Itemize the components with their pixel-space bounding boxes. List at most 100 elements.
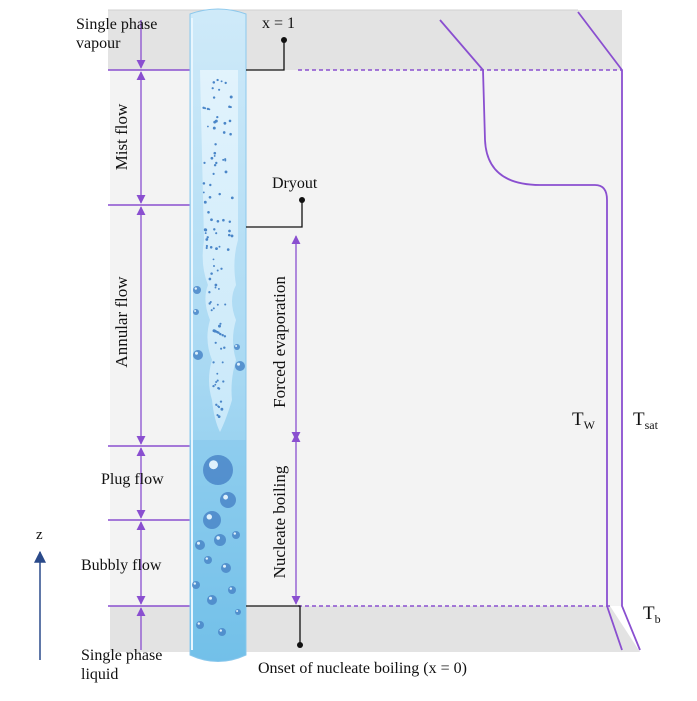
bubble-highlight xyxy=(206,514,212,520)
bubble-highlight xyxy=(223,494,229,500)
mist-droplet xyxy=(219,400,223,403)
mist-droplet xyxy=(222,380,225,383)
mist-droplet xyxy=(205,246,208,250)
x-equals-1-label: x = 1 xyxy=(262,15,296,32)
bubbles xyxy=(192,286,245,636)
bubble xyxy=(204,556,212,564)
mist-droplet xyxy=(216,303,219,306)
mist-droplet xyxy=(212,384,215,388)
mist-droplet xyxy=(208,108,211,111)
mist-droplet xyxy=(213,228,216,231)
mist-droplet xyxy=(223,121,227,125)
bubble-highlight xyxy=(235,344,238,347)
bubble-highlight xyxy=(237,362,240,366)
mist-droplet xyxy=(217,331,220,334)
z-axis-label: z xyxy=(36,527,43,543)
bubble-highlight xyxy=(205,557,208,560)
mist-droplet xyxy=(219,322,222,325)
mist-droplet xyxy=(217,387,221,390)
mist-droplet xyxy=(217,287,220,290)
mist-droplet xyxy=(215,232,218,235)
mist-droplet xyxy=(220,267,223,270)
mist-droplet xyxy=(212,96,216,99)
bubble xyxy=(203,511,221,529)
tsat-curve xyxy=(577,11,641,651)
mist-droplet xyxy=(208,291,211,294)
mist-droplet xyxy=(212,172,215,175)
mist-droplet xyxy=(215,161,218,165)
mist-droplet xyxy=(227,233,231,237)
bubble-highlight xyxy=(197,622,200,625)
mist-droplet xyxy=(214,383,217,386)
mist-droplet xyxy=(213,120,217,124)
mist-droplet xyxy=(215,247,218,251)
leader-dots xyxy=(281,37,305,648)
vapour-core xyxy=(200,70,238,432)
temperature-curves xyxy=(439,11,641,651)
mist-droplet xyxy=(203,228,207,232)
mist-flow-label: Mist flow xyxy=(112,103,131,171)
background-box xyxy=(108,9,640,652)
mist-droplet xyxy=(205,244,209,248)
mist-droplet xyxy=(218,415,221,418)
bubble xyxy=(203,455,233,485)
bubble xyxy=(228,586,236,594)
bubble-highlight xyxy=(233,532,236,535)
mist-droplet xyxy=(228,229,231,233)
mist-droplet xyxy=(212,126,216,130)
mist-droplet xyxy=(229,106,232,109)
mist-droplet xyxy=(226,248,230,251)
mist-droplet xyxy=(210,309,213,312)
dryout-label: Dryout xyxy=(272,175,318,192)
mist-droplet xyxy=(221,361,224,364)
mist-droplet xyxy=(217,405,221,409)
mist-droplet xyxy=(223,335,227,338)
mist-droplet xyxy=(212,81,216,84)
mist-droplet xyxy=(229,132,232,136)
mist-droplet xyxy=(216,269,219,272)
mist-droplet xyxy=(216,219,220,223)
mist-droplet xyxy=(224,303,227,306)
onset-nucleate-boiling-label: Onset of nucleate boiling (x = 0) xyxy=(258,660,467,677)
mist-droplet xyxy=(220,80,223,83)
bubble-highlight xyxy=(236,609,239,612)
mist-droplet xyxy=(214,143,217,146)
tb-label: Tb xyxy=(643,603,661,626)
nucleate-boiling-label: Nucleate boiling xyxy=(270,465,289,579)
mist-droplet xyxy=(216,372,219,375)
mist-droplet xyxy=(215,380,218,384)
mist-droplet xyxy=(229,95,233,99)
mist-droplet xyxy=(210,272,213,275)
mist-droplet xyxy=(213,163,217,167)
bubble xyxy=(193,309,199,315)
mist-droplet xyxy=(208,277,212,281)
mist-droplet xyxy=(224,170,228,174)
mist-droplet xyxy=(206,236,209,239)
bubble-highlight xyxy=(209,460,218,470)
mist-droplet xyxy=(216,115,219,119)
bubble-highlight xyxy=(216,536,220,540)
bubble xyxy=(221,563,231,573)
mist-droplet xyxy=(214,283,218,287)
mist-droplet xyxy=(222,218,225,222)
mist-droplet xyxy=(203,161,206,165)
boundary-lines xyxy=(108,69,622,607)
annular-flow-label: Annular flow xyxy=(112,276,131,368)
bubble-highlight xyxy=(195,351,198,355)
mist-droplet xyxy=(202,191,205,194)
mist-droplet xyxy=(210,156,214,160)
mist-droplet xyxy=(214,286,217,289)
forced-evaporation-label: Forced evaporation xyxy=(270,276,289,408)
bubble xyxy=(196,621,204,629)
mist-droplet xyxy=(216,78,219,82)
bubble-highlight xyxy=(219,629,222,632)
bubble xyxy=(193,350,203,360)
mist-droplet xyxy=(224,81,227,85)
bubble-highlight xyxy=(229,587,232,590)
mist-droplet xyxy=(213,265,215,267)
bubble xyxy=(218,628,226,636)
mist-droplet xyxy=(215,403,218,406)
leader-lines xyxy=(246,40,303,645)
